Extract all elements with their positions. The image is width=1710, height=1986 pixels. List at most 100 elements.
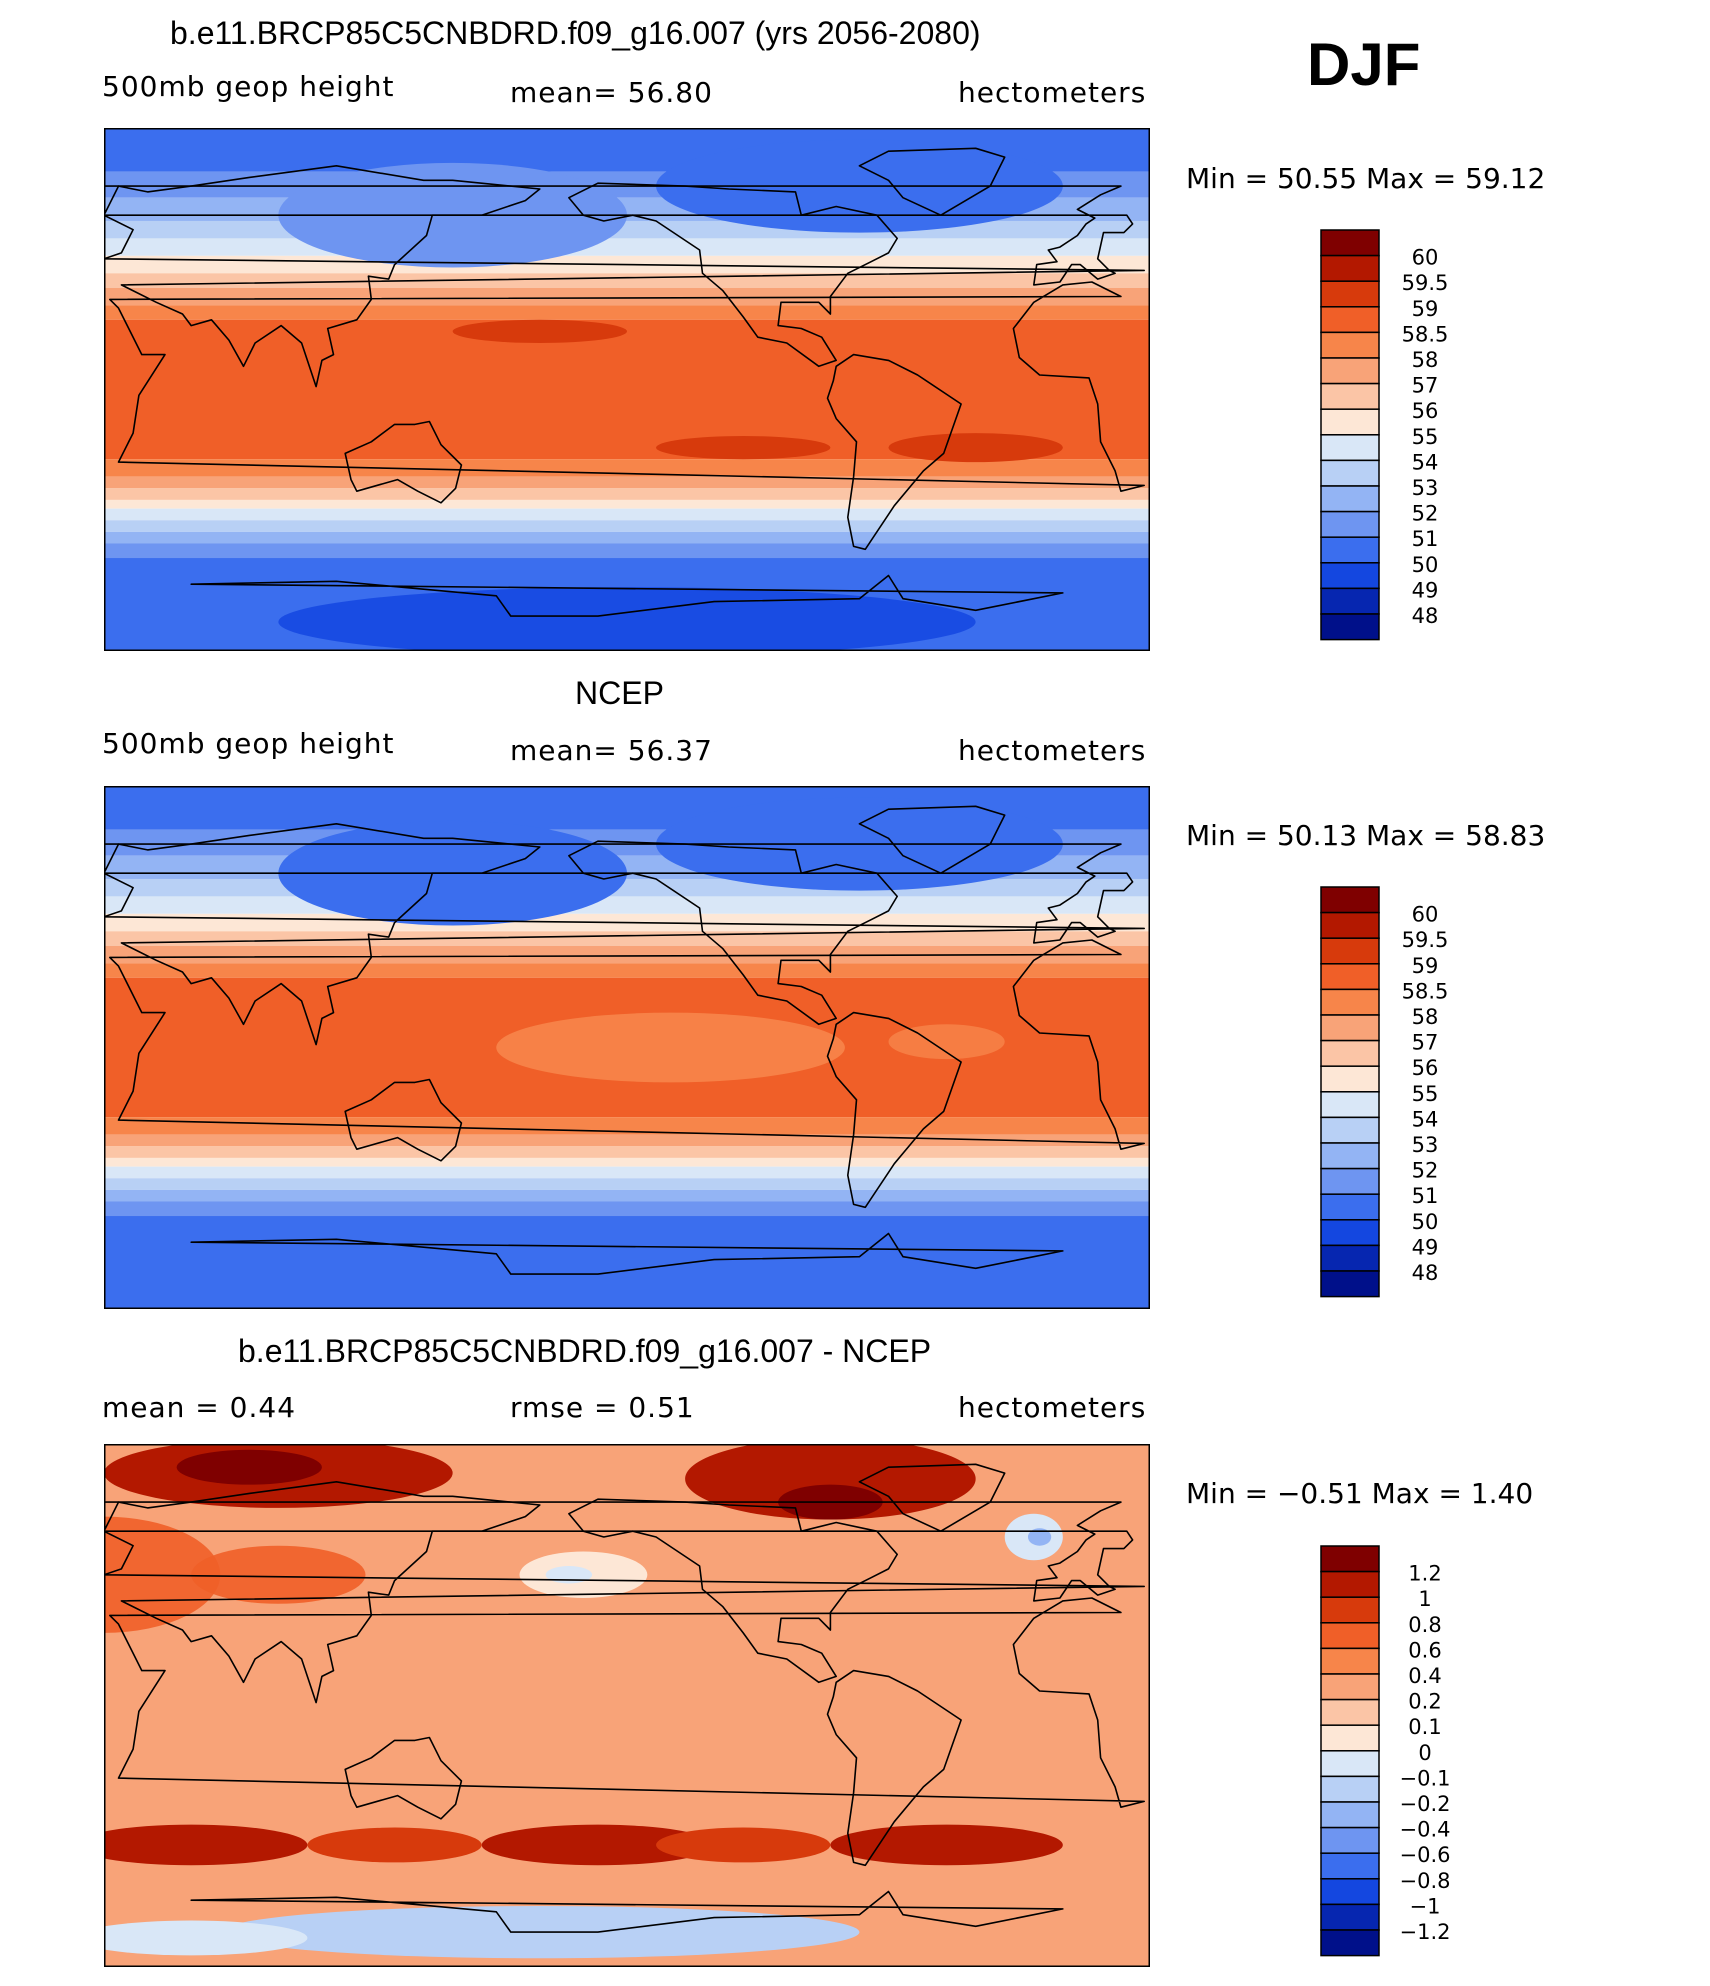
panel-2-map [104,786,1150,1309]
colorbar-swatch [1320,1826,1380,1854]
colorbar-tick-label: 1 [1418,1587,1431,1611]
colorbar-swatch [1320,382,1380,410]
colorbar-swatch [1320,1622,1380,1650]
colorbar-swatch [1320,1193,1380,1221]
colorbar-tick-label: 56 [1412,399,1439,423]
colorbar-tick-label: 52 [1412,502,1439,526]
colorbar-tick-label: 53 [1412,1133,1439,1157]
colorbar-tick-label: 50 [1412,1210,1439,1234]
panel-3-rmse: rmse = 0.51 [510,1391,695,1424]
panel-2-variable: 500mb geop height [102,727,395,760]
colorbar-tick-label: 55 [1412,425,1439,449]
colorbar-swatch [1320,937,1380,965]
colorbar-swatch [1320,1116,1380,1144]
panel-1-minmax: Min = 50.55 Max = 59.12 [1186,162,1546,195]
colorbar-swatch [1320,886,1380,914]
colorbar-tick-label: −0.8 [1400,1869,1451,1893]
colorbar-swatch [1320,988,1380,1016]
colorbar-swatch [1320,1091,1380,1119]
colorbar-tick-label: 54 [1412,450,1439,474]
colorbar-tick-label: 55 [1412,1082,1439,1106]
colorbar-swatch [1320,1929,1380,1957]
colorbar-tick-label: 58 [1412,1005,1439,1029]
panel-1-units: hectometers [958,76,1147,109]
colorbar-swatch [1320,510,1380,538]
colorbar-swatch [1320,459,1380,487]
colorbar-tick-label: 0 [1418,1741,1431,1765]
colorbar-swatch [1320,1570,1380,1598]
colorbar-swatch [1320,1647,1380,1675]
colorbar-swatch [1320,1545,1380,1573]
colorbar-tick-label: 60 [1412,246,1439,270]
colorbar-tick-label: −0.4 [1400,1818,1451,1842]
colorbar-swatch [1320,1903,1380,1931]
colorbar-swatch [1320,536,1380,564]
panel-3-colorbar: 1.210.80.60.40.20.10−0.1−0.2−0.4−0.6−0.8… [1320,1545,1451,1957]
panel-3-minmax: Min = −0.51 Max = 1.40 [1186,1477,1534,1510]
colorbar-swatch [1320,587,1380,615]
colorbar-tick-label: −1.2 [1400,1920,1451,1944]
panel-1-title: b.e11.BRCP85C5CNBDRD.f09_g16.007 (yrs 20… [170,15,981,51]
colorbar-swatch [1320,1167,1380,1195]
colorbar-tick-label: 60 [1412,903,1439,927]
colorbar-swatch [1320,1724,1380,1752]
colorbar-swatch [1320,1878,1380,1906]
colorbar-tick-label: −0.1 [1400,1766,1451,1790]
panel-3-mean: mean = 0.44 [102,1391,297,1424]
panel-2-minmax: Min = 50.13 Max = 58.83 [1186,819,1546,852]
colorbar-tick-label: 1.2 [1408,1562,1441,1586]
colorbar-swatch [1320,306,1380,334]
panel-3-units: hectometers [958,1391,1147,1424]
colorbar-swatch [1320,1801,1380,1829]
colorbar-tick-label: 0.8 [1408,1613,1441,1637]
colorbar-swatch [1320,1244,1380,1272]
panel-2-mean: mean= 56.37 [510,734,713,767]
colorbar-swatch [1320,1039,1380,1067]
panel-2-title: NCEP [575,675,664,711]
colorbar-swatch [1320,1065,1380,1093]
colorbar-swatch [1320,1673,1380,1701]
colorbar-swatch [1320,1852,1380,1880]
colorbar-tick-label: 49 [1412,1235,1439,1259]
colorbar-swatch [1320,613,1380,641]
colorbar-tick-label: 50 [1412,553,1439,577]
colorbar-tick-label: 49 [1412,578,1439,602]
colorbar-swatch [1320,357,1380,385]
colorbar-swatch [1320,911,1380,939]
colorbar-swatch [1320,1750,1380,1778]
colorbar-swatch [1320,1698,1380,1726]
colorbar-tick-label: −1 [1410,1894,1441,1918]
panel-1-mean: mean= 56.80 [510,76,713,109]
colorbar-tick-label: 56 [1412,1056,1439,1080]
colorbar-tick-label: 52 [1412,1159,1439,1183]
colorbar-tick-label: 48 [1412,1261,1439,1285]
colorbar-tick-label: 0.1 [1408,1715,1441,1739]
colorbar-tick-label: −0.6 [1400,1843,1451,1867]
colorbar-tick-label: 59 [1412,954,1439,978]
colorbar-swatch [1320,1775,1380,1803]
colorbar-tick-label: 57 [1412,1031,1439,1055]
colorbar-tick-label: 48 [1412,604,1439,628]
colorbar-tick-label: 0.6 [1408,1638,1441,1662]
colorbar-tick-label: 51 [1412,1184,1439,1208]
colorbar-swatch [1320,434,1380,462]
colorbar-tick-label: 51 [1412,527,1439,551]
colorbar-swatch [1320,1142,1380,1170]
colorbar-swatch [1320,1596,1380,1624]
colorbar-swatch [1320,562,1380,590]
colorbar-swatch [1320,1014,1380,1042]
colorbar-tick-label: 58.5 [1402,322,1449,346]
colorbar-tick-label: −0.2 [1400,1792,1451,1816]
season-label: DJF [1307,31,1421,98]
colorbar-tick-label: 53 [1412,476,1439,500]
colorbar-swatch [1320,280,1380,308]
colorbar-tick-label: 0.2 [1408,1690,1441,1714]
panel-3-title: b.e11.BRCP85C5CNBDRD.f09_g16.007 - NCEP [238,1333,932,1369]
colorbar-tick-label: 59.5 [1402,928,1449,952]
colorbar-tick-label: 0.4 [1408,1664,1441,1688]
colorbar-tick-label: 58 [1412,348,1439,372]
panel-2-units: hectometers [958,734,1147,767]
colorbar-swatch [1320,1270,1380,1298]
